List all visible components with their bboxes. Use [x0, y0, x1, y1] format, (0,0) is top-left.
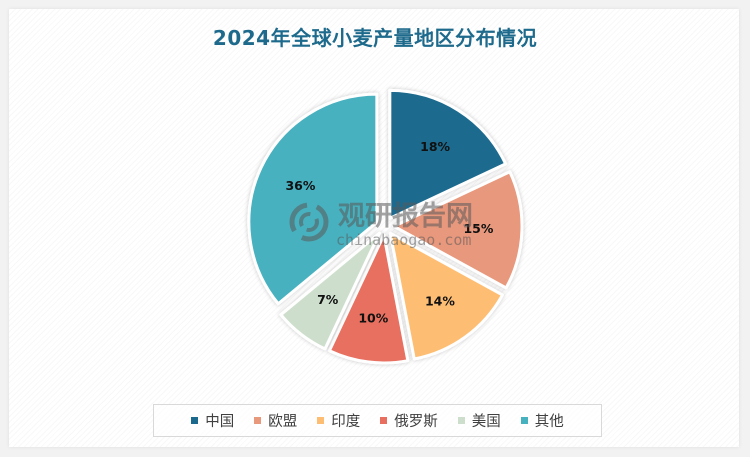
legend-item[interactable]: 印度	[317, 410, 360, 431]
chart-card	[9, 9, 739, 447]
pie-slice-4[interactable]	[327, 233, 410, 365]
legend-item[interactable]: 其他	[520, 410, 564, 431]
legend-swatch-icon	[380, 417, 388, 424]
legend-swatch-icon	[254, 417, 262, 424]
slice-label: 15%	[463, 221, 493, 236]
pie-slice-6[interactable]	[247, 92, 379, 306]
watermark: 观研报告网 chinabaogao.com	[289, 201, 473, 249]
legend-label: 其他	[534, 414, 564, 430]
legend-swatch-icon	[457, 417, 465, 424]
legend-label: 美国	[471, 414, 501, 430]
slice-label: 7%	[317, 292, 339, 307]
slice-label: 10%	[358, 311, 388, 326]
legend-label: 欧盟	[268, 414, 298, 430]
legend-swatch-icon	[520, 417, 528, 424]
slice-label: 14%	[425, 294, 455, 309]
pie-slice-1[interactable]	[388, 88, 508, 220]
chart-title: 2024年全球小麦产量地区分布情况	[212, 26, 538, 50]
legend-swatch-icon	[317, 417, 325, 424]
slice-label: 36%	[285, 178, 315, 193]
pie-slice-2[interactable]	[392, 170, 524, 290]
watermark-text-en: chinabaogao.com	[336, 231, 471, 249]
watermark-text-cn: 观研报告网	[338, 201, 473, 232]
pie-labels: 18% 15% 14% 10% 7% 36%	[285, 139, 493, 326]
pie-slice-3[interactable]	[388, 231, 504, 361]
legend-swatch-icon	[191, 417, 199, 424]
legend-item[interactable]: 中国	[191, 410, 234, 431]
pie-slice-5[interactable]	[279, 231, 381, 351]
pie-slices	[247, 88, 524, 365]
legend-item[interactable]: 俄罗斯	[380, 410, 438, 431]
legend-label: 印度	[331, 414, 361, 430]
slice-label: 18%	[420, 139, 450, 154]
legend: 中国 欧盟 印度 俄罗斯 美国 其他	[153, 404, 602, 437]
legend-label: 中国	[205, 414, 235, 430]
legend-item[interactable]: 美国	[457, 410, 501, 431]
legend-label: 俄罗斯	[394, 414, 438, 430]
legend-item[interactable]: 欧盟	[254, 410, 297, 431]
